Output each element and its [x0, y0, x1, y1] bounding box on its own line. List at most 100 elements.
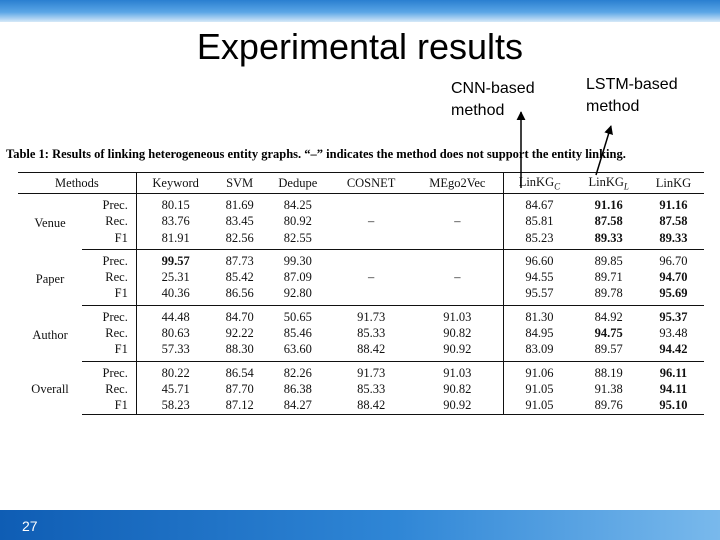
cell-linkkg-l: 87.58: [594, 214, 623, 229]
cell-mego2vec: –: [411, 213, 505, 230]
cell-linkkg: 87.58: [659, 214, 688, 229]
cell-cosnet: [331, 249, 411, 269]
cell-linkkg: 94.42: [642, 341, 704, 362]
metric-label: F1: [82, 397, 137, 415]
cell-svm: 82.56: [214, 229, 265, 250]
metric-label: Prec.: [82, 249, 137, 270]
cell-linkkg: 95.69: [642, 285, 704, 306]
header-linkkg-c-sub: C: [554, 181, 561, 192]
cell-linkkg-l: 89.71: [594, 270, 623, 285]
cell-svm: 87.12: [214, 397, 265, 415]
cell-dedupe: 63.60: [264, 341, 331, 362]
cell-cosnet: 91.73: [357, 365, 386, 380]
cell-mego2vec: 90.82: [411, 380, 505, 398]
table-row: Rec. 25.31 85.42 87.09 – – 94.55 89.71 94.70: [18, 269, 704, 286]
cell-linkkg-l: 89.57: [574, 341, 643, 362]
cell-cosnet: –: [368, 214, 375, 229]
cell-linkkg-l: 91.16: [594, 198, 623, 212]
cell-keyword: 58.23: [136, 397, 215, 415]
cell-svm: 84.70: [225, 309, 254, 324]
header-linkkg-l-base: LinKG: [588, 174, 624, 189]
cell-linkkg-c: 95.57: [503, 285, 575, 306]
metric-label: Rec.: [82, 380, 137, 398]
metric-label: F1: [82, 341, 137, 362]
cell-linkkg: 89.33: [642, 229, 704, 250]
cell-keyword: 80.15: [161, 198, 190, 212]
cell-dedupe: 85.46: [283, 326, 312, 341]
cell-linkkg-c: 84.67: [525, 198, 554, 212]
cell-mego2vec: 90.92: [411, 341, 505, 362]
cell-svm: 83.45: [225, 214, 254, 229]
cell-dedupe: 86.38: [283, 381, 312, 396]
cell-linkkg: 96.70: [659, 253, 688, 268]
cell-linkkg: 94.70: [659, 270, 688, 285]
cell-cosnet: 88.42: [330, 341, 412, 362]
cell-mego2vec: 91.03: [411, 305, 505, 326]
cell-linkkg: 96.11: [659, 365, 688, 380]
table-row: F1 58.23 87.12 84.27 88.42 90.92 91.05 89.76 95.…: [18, 397, 704, 415]
cell-linkkg-l: 89.76: [574, 397, 643, 415]
cell-linkkg: 91.16: [659, 198, 688, 212]
cell-svm: 92.22: [225, 326, 254, 341]
bottom-decorative-band: [0, 510, 720, 540]
cell-keyword: 44.48: [161, 309, 190, 324]
cell-linkkg-c: 85.81: [525, 214, 554, 229]
table-row: Author Prec. 44.48 84.70 50.65 91.73 91.03 81.3…: [18, 305, 704, 342]
row-group-label: Venue: [34, 216, 66, 231]
row-group-label: Overall: [31, 381, 69, 396]
metric-label: Rec.: [82, 213, 137, 230]
cell-linkkg-c: 85.23: [503, 229, 575, 250]
cell-linkkg-c: 94.55: [525, 270, 554, 285]
header-svm: SVM: [214, 172, 265, 194]
cell-cosnet: 85.33: [357, 381, 386, 396]
cell-linkkg-l: 89.33: [574, 229, 643, 250]
table-row: F1 57.33 88.30 63.60 88.42 90.92 83.09 89.57 94.…: [18, 341, 704, 362]
cell-svm: 85.42: [225, 270, 254, 285]
cell-linkkg: 94.11: [659, 381, 688, 396]
table-row: Rec. 45.71 87.70 86.38 85.33 90.82 91.05 91.38 9…: [18, 380, 704, 398]
cell-keyword: 80.63: [161, 326, 190, 341]
results-table: Methods Keyword SVM Dedupe COSNET MEgo2V…: [18, 172, 704, 415]
header-linkkg-l-sub: L: [623, 181, 629, 192]
cell-linkkg-l: 91.38: [594, 381, 623, 396]
cell-cosnet: 91.73: [357, 309, 386, 324]
metric-label: Prec.: [82, 193, 137, 214]
table-row: Overall Prec. 80.22 86.54 82.26 91.73 91.03 91.…: [18, 361, 704, 396]
cell-dedupe: 87.09: [283, 270, 312, 285]
header-keyword: Keyword: [136, 172, 215, 194]
cell-mego2vec: 91.03: [411, 361, 505, 381]
table-row: Venue Prec. 80.15 81.69 84.25 84.67 91.16 91.16: [18, 193, 704, 230]
metric-label: Prec.: [82, 305, 137, 326]
cell-cosnet: [331, 194, 411, 214]
table-caption: Table 1: Results of linking heterogeneou…: [6, 147, 626, 161]
row-group-label: Paper: [35, 271, 65, 286]
cell-dedupe: 84.27: [264, 397, 331, 415]
cell-keyword: 80.22: [161, 365, 190, 380]
table-row: Rec. 83.76 83.45 80.92 – – 85.81 87.58 87.58: [18, 213, 704, 230]
cell-linkkg-l: 84.92: [594, 309, 623, 324]
cell-dedupe: 84.25: [283, 198, 312, 212]
cell-dedupe: 80.92: [283, 214, 312, 229]
cell-keyword: 45.71: [161, 381, 190, 396]
cell-svm: 86.56: [214, 285, 265, 306]
header-mego2vec: MEgo2Vec: [411, 172, 505, 194]
metric-label: Rec.: [82, 325, 137, 342]
table-row: F1 81.91 82.56 82.55 85.23 89.33 89.33: [18, 229, 704, 250]
cell-keyword: 57.33: [136, 341, 215, 362]
header-linkkg: LinKG: [642, 172, 704, 194]
cell-linkkg-l: 89.85: [594, 253, 623, 268]
page-number: 27: [22, 518, 38, 534]
cnn-annotation: CNN-based method: [451, 80, 535, 119]
metric-label: F1: [82, 229, 137, 250]
table-row: Paper Prec. 99.57 87.73 99.30 96.60 89.85 96.70: [18, 249, 704, 286]
table-row: F1 40.36 86.56 92.80 95.57 89.78 95.69: [18, 285, 704, 306]
cell-linkkg: 93.48: [659, 326, 688, 341]
header-cosnet: COSNET: [330, 172, 412, 194]
cell-linkkg-c: 91.06: [525, 365, 554, 380]
cell-keyword: 25.31: [161, 270, 190, 285]
cell-svm: 86.54: [225, 365, 254, 380]
cell-mego2vec: [411, 193, 505, 214]
cell-linkkg-c: 91.05: [525, 381, 554, 396]
cell-keyword: 40.36: [136, 285, 215, 306]
header-dedupe: Dedupe: [264, 172, 331, 194]
